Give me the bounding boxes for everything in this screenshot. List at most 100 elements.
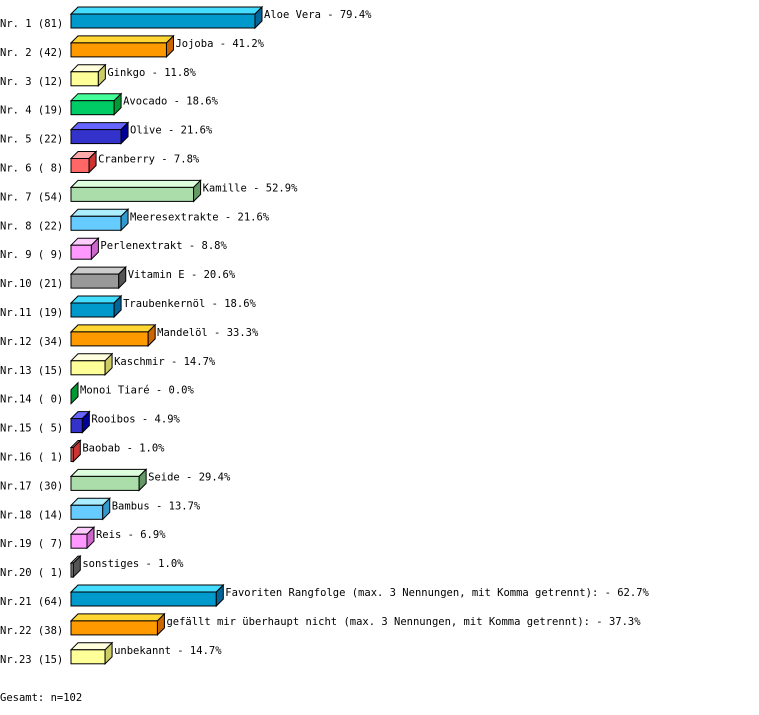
bar [70,418,83,434]
bar-side [193,179,202,203]
bar-value-label: Aloe Vera - 79.4% [264,9,372,21]
bar-value-label: Rooibos - 4.9% [91,414,180,426]
row-label: Nr.14 ( 0) [0,394,63,406]
bar-side [254,5,263,30]
bar-side [104,641,113,666]
bar-value-label: Perlenextrakt - 8.8% [100,240,227,252]
bar [70,302,115,318]
bar-value-label: Seide - 29.4% [148,471,231,483]
row-label: Nr.15 ( 5) [0,423,63,435]
bar-chart: Nr. 1 (81) Aloe Vera - 79.4% Nr. 2 (42) Joj… [0,5,650,666]
bar [70,158,90,173]
bar-value-label: Ginkgo - 11.8% [107,67,196,79]
row-label: Nr.22 (38) [0,625,63,637]
row-label: Nr.10 (21) [0,278,63,290]
bar-top [69,179,202,188]
row-label: Nr.16 ( 1) [0,452,63,464]
bar-side [120,208,129,232]
row-label: Nr.20 ( 1) [0,567,63,579]
bar-value-label: Jojoba - 41.2% [175,38,264,50]
bar-side [138,468,147,492]
bar [70,475,140,491]
bar-top [69,122,130,131]
row-label: Nr.23 (15) [0,654,63,666]
bar-value-label: Vitamin E - 20.6% [128,269,236,281]
bar [70,591,217,607]
bar [70,100,115,116]
bar-value-label: Olive - 21.6% [130,125,213,137]
bar-side [72,554,81,579]
bar-side [118,265,127,290]
bar-value-label: Kamille - 52.9% [203,182,299,194]
bar-top [69,324,157,333]
bar [70,244,92,260]
bar-value-label: Kaschmir - 14.7% [114,356,216,368]
bar-side [86,525,95,550]
row-label: Nr. 1 (81) [0,18,63,30]
bar-side [165,34,174,59]
bar-value-label: Favoriten Rangfolge (max. 3 Nennungen, m… [225,587,649,599]
row-label: Nr.18 (14) [0,509,63,521]
bar [70,331,149,347]
row-label: Nr. 8 (22) [0,220,63,232]
bar-side [81,410,90,434]
bar-side [113,294,122,319]
row-label: Nr.19 ( 7) [0,538,63,550]
bar-side [156,612,165,637]
bar-top [69,6,264,15]
total-label: Gesamt: n=102 [0,692,83,704]
bar-side [88,150,97,174]
bar-value-label: Meeresextrakte - 21.6% [130,211,270,223]
bar-top [69,613,166,622]
bar [70,533,88,549]
bar-top [69,468,148,477]
row-label: Nr. 6 ( 8) [0,163,63,175]
bar-side [90,236,99,261]
row-label: Nr. 9 ( 9) [0,249,63,261]
row-label: Nr.17 (30) [0,480,63,492]
bar [70,129,122,145]
row-label: Nr.13 (15) [0,365,63,377]
bar [70,649,106,665]
row-label: Nr. 5 (22) [0,134,63,146]
bar-side [102,497,111,521]
bar [70,186,195,202]
bar-value-label: sonstiges - 1.0% [82,558,184,570]
bar [70,42,167,58]
bar [70,215,122,231]
bar-side [72,439,81,463]
bar [70,13,256,29]
bar-value-label: gefällt mir überhaupt nicht (max. 3 Nenn… [166,616,641,628]
bar [70,273,120,289]
bar-top [69,93,123,102]
bar-value-label: Reis - 6.9% [96,529,166,541]
bar-top [69,295,123,304]
bar-side [104,352,113,377]
bar-top [69,35,175,44]
row-label: Nr. 4 (19) [0,105,63,117]
bar-side [120,121,129,145]
bar-top [69,208,130,217]
row-label: Nr. 3 (12) [0,76,63,88]
bar-value-label: Cranberry - 7.8% [98,154,200,166]
bar [70,620,158,636]
bar-top [69,584,225,593]
bar-value-label: Avocado - 18.6% [123,96,219,108]
row-label: Nr.21 (64) [0,596,63,608]
bar-value-label: Baobab - 1.0% [82,443,165,455]
bar [70,504,104,520]
bar-value-label: Traubenkernöl - 18.6% [123,298,256,310]
bar-value-label: unbekannt - 14.7% [114,645,222,657]
bar-side [147,323,156,348]
bar-value-label: Monoi Tiaré - 0.0% [80,385,194,397]
row-label: Nr.11 (19) [0,307,63,319]
bar-top [69,266,127,275]
row-label: Nr.12 (34) [0,336,63,348]
bar-side [113,92,122,116]
bar-side [215,583,224,608]
bar-value-label: Mandelöl - 33.3% [157,327,259,339]
bar-side [70,381,79,405]
row-label: Nr. 2 (42) [0,47,63,59]
bar [70,360,106,376]
bar-side [97,63,106,88]
